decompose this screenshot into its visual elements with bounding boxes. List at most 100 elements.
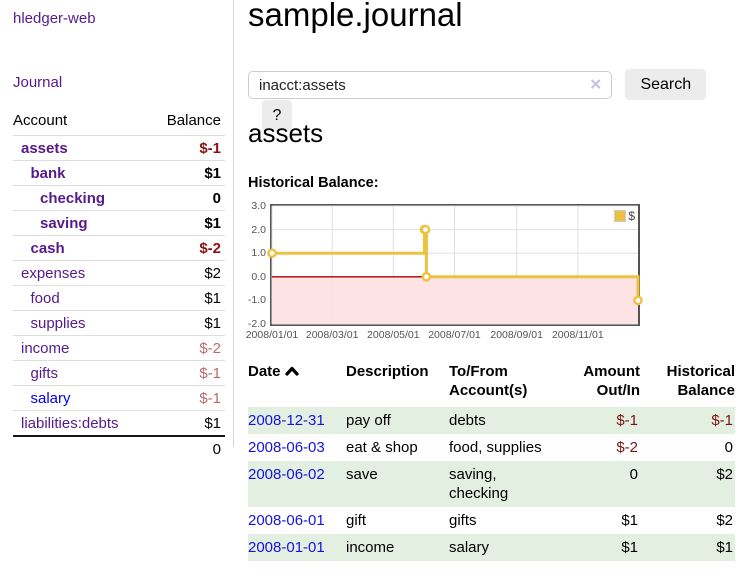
account-row: checking 0 — [13, 185, 225, 210]
sidebar-item-journal[interactable]: Journal — [13, 74, 63, 91]
register-header-row: Date Description To/From Account(s) Amou… — [248, 358, 735, 407]
y-axis-tick-label: -2.0 — [247, 318, 266, 330]
y-axis-tick-label: -1.0 — [247, 294, 266, 307]
account-row: saving $1 — [13, 210, 225, 235]
search-input[interactable] — [248, 71, 612, 99]
register-row: 2008-06-01 gift gifts $1 $2 — [248, 507, 735, 534]
y-axis-tick-label: 2.0 — [251, 223, 266, 236]
sidebar-account-link[interactable]: supplies — [30, 314, 86, 332]
register-header-description: Description — [346, 363, 429, 380]
page-title: sample.journal — [248, 0, 463, 33]
account-balance: 0 — [212, 189, 221, 207]
sidebar-account-link[interactable]: assets — [21, 139, 68, 157]
clear-search-icon[interactable]: ✕ — [589, 76, 602, 94]
account-balance: $-2 — [199, 339, 221, 357]
register-row: 2008-06-03 eat & shop food, supplies $-2 0 — [248, 434, 735, 461]
register-row: 2008-12-31 pay off debts $-1 $-1 — [248, 407, 735, 434]
sidebar-account-link[interactable]: bank — [30, 164, 66, 182]
sidebar-account-link[interactable]: checking — [40, 189, 106, 207]
transaction-accounts: saving, checking — [449, 461, 569, 507]
sidebar-account-link[interactable]: cash — [30, 239, 65, 257]
transaction-date-link[interactable]: 2008-06-03 — [248, 439, 325, 456]
transaction-description: save — [346, 461, 449, 507]
search-button[interactable]: Search — [625, 69, 707, 100]
transaction-amount: $-1 — [569, 407, 640, 434]
account-balance: $-1 — [199, 389, 221, 407]
transaction-description: eat & shop — [346, 439, 418, 456]
transaction-date-link[interactable]: 2008-06-02 — [248, 466, 325, 483]
account-balance: $1 — [204, 214, 221, 232]
app-title-link[interactable]: hledger-web — [13, 10, 96, 27]
transaction-date-link[interactable]: 2008-06-01 — [248, 512, 325, 529]
chart-title: Historical Balance: — [248, 175, 379, 191]
x-axis-tick-label: 2008/05/01 — [367, 329, 420, 341]
search-bar: ✕ Search ? — [248, 69, 735, 131]
chart-legend: $ — [614, 209, 635, 223]
search-box: ✕ — [248, 71, 612, 99]
account-row: expenses $2 — [13, 260, 225, 285]
transaction-accounts: gifts — [449, 512, 477, 529]
sidebar-account-link[interactable]: food — [30, 289, 60, 307]
account-balance: $-1 — [199, 364, 221, 382]
account-balance: $1 — [204, 164, 221, 182]
transaction-balance: $2 — [716, 512, 733, 529]
x-axis-tick-label: 2008/01/01 — [245, 329, 299, 341]
historical-balance-chart: $ 3.0 2.0 1.0 0.0 -1.0 -2.0 2008/01/01 2008/03/… — [245, 196, 735, 356]
transaction-balance: $1 — [640, 534, 735, 561]
sidebar-account-link[interactable]: gifts — [30, 364, 59, 382]
account-row: salary $-1 — [13, 385, 225, 410]
help-button[interactable]: ? — [262, 100, 292, 131]
account-heading: assets — [248, 118, 324, 148]
x-axis-tick-label: 2008/07/01 — [428, 329, 481, 341]
transaction-balance: $-1 — [640, 407, 735, 434]
register-header-balance: Historical Balance — [666, 363, 735, 399]
sidebar-account-link[interactable]: expenses — [21, 264, 86, 282]
account-row: income $-2 — [13, 335, 225, 360]
transaction-amount: $1 — [621, 512, 638, 529]
transaction-description: gift — [346, 512, 367, 529]
account-row: food $1 — [13, 285, 225, 310]
transaction-date-link[interactable]: 2008-01-01 — [248, 539, 325, 556]
accounts-table: Account Balance assets $-1 bank $1 checking 0… — [13, 110, 225, 463]
account-row: supplies $1 — [13, 310, 225, 335]
account-balance: $1 — [204, 314, 221, 332]
account-row: bank $1 — [13, 160, 225, 185]
chart-plot-area: $ — [267, 204, 643, 326]
register-header-date[interactable]: Date — [248, 358, 346, 407]
transaction-accounts: food, supplies — [449, 439, 542, 456]
accounts-total-row: 0 — [13, 435, 225, 463]
legend-label: $ — [628, 209, 635, 223]
transaction-balance: $2 — [640, 461, 735, 507]
sidebar-divider — [233, 0, 234, 447]
x-axis-tick-label: 2008/03/01 — [305, 329, 359, 341]
account-balance: $-1 — [199, 139, 221, 157]
transaction-description: pay off — [346, 407, 449, 434]
account-row: cash $-2 — [13, 235, 225, 260]
account-balance: $2 — [204, 264, 221, 282]
sidebar: hledger-web Journal Account Balance asse… — [0, 0, 233, 582]
account-row: gifts $-1 — [13, 360, 225, 385]
accounts-header-balance: Balance — [166, 112, 221, 129]
account-balance: $1 — [204, 414, 221, 432]
sort-ascending-icon — [284, 362, 299, 381]
sidebar-account-link[interactable]: saving — [40, 214, 88, 232]
y-axis-tick-label: 3.0 — [251, 200, 266, 212]
register-header-accounts: To/From Account(s) — [449, 363, 528, 399]
x-axis-tick-label: 2008/09/01 — [490, 329, 543, 341]
accounts-header-account: Account — [13, 112, 68, 129]
sidebar-account-link[interactable]: liabilities:debts — [21, 414, 119, 432]
transaction-description: income — [346, 534, 449, 561]
account-row: assets $-1 — [13, 135, 225, 160]
register-row: 2008-01-01 income salary $1 $1 — [248, 534, 735, 561]
y-axis-tick-label: 1.0 — [251, 247, 266, 260]
account-balance: $-2 — [199, 239, 221, 257]
accounts-total-value: 0 — [212, 441, 221, 458]
account-balance: $1 — [204, 289, 221, 307]
transaction-date-link[interactable]: 2008-12-31 — [248, 412, 325, 429]
sidebar-account-link[interactable]: income — [21, 339, 70, 357]
register-header-amount: Amount Out/In — [583, 363, 640, 399]
sidebar-account-link[interactable]: salary — [30, 389, 71, 407]
account-row: liabilities:debts $1 — [13, 410, 225, 435]
register-row: 2008-06-02 save saving, checking 0 $2 — [248, 461, 735, 507]
main-content: sample.journal ✕ Search ? assets Histori… — [245, 0, 735, 582]
